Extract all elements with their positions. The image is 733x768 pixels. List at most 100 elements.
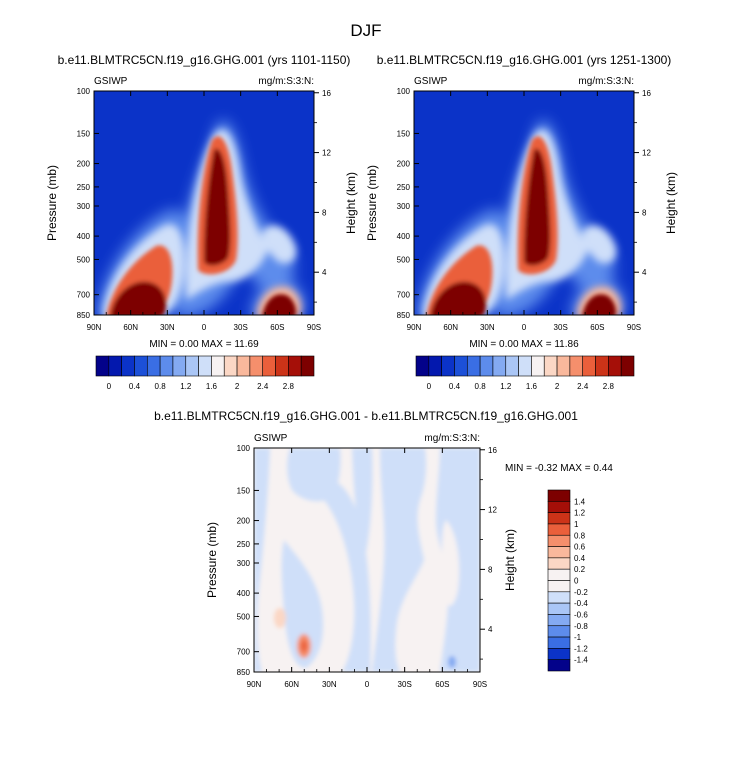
- panel-3-title: b.e11.BLMTRC5CN.f19_g16.GHG.001 - b.e11.…: [154, 409, 578, 423]
- y-tick-label: 250: [237, 540, 251, 549]
- panel-2-left-string: GSIWP: [414, 76, 448, 87]
- panel-1-left-string: GSIWP: [94, 76, 128, 87]
- y2-tick-label: 4: [642, 268, 647, 277]
- colorbar-swatch: [531, 355, 545, 377]
- y-tick-label: 150: [397, 129, 411, 138]
- colorbar-swatch: [121, 355, 135, 377]
- colorbar-label: 0: [574, 577, 579, 586]
- panel-2: b.e11.BLMTRC5CN.f19_g16.GHG.001 (yrs 125…: [365, 53, 678, 391]
- colorbar-swatch: [441, 355, 455, 377]
- colorbar-label: 2.4: [577, 382, 589, 391]
- colorbar-swatch: [556, 355, 571, 377]
- colorbar-swatch: [608, 355, 622, 377]
- colorbar-swatch: [146, 355, 161, 377]
- colorbar-label: 0.8: [155, 382, 167, 391]
- x-tick-label: 30S: [234, 323, 248, 332]
- colorbar-swatch: [547, 534, 571, 547]
- y-tick-label: 500: [237, 612, 251, 621]
- colorbar-label: 1.2: [180, 382, 192, 391]
- colorbar-label: 0.6: [574, 543, 586, 552]
- x-tick-label: 30N: [322, 680, 337, 689]
- x-tick-label: 30N: [160, 323, 175, 332]
- y-tick-label: 400: [77, 232, 91, 241]
- x-tick-label: 90S: [473, 680, 487, 689]
- x-tick-label: 30S: [554, 323, 568, 332]
- colorbar-swatch: [288, 355, 302, 377]
- y-tick-label: 700: [237, 648, 251, 657]
- y-tick-label: 200: [237, 517, 251, 526]
- colorbar-swatch: [547, 489, 571, 502]
- colorbar-swatch: [466, 355, 481, 377]
- x-tick-label: 60S: [270, 323, 284, 332]
- colorbar-label: -0.6: [574, 610, 588, 619]
- colorbar-label: -1.2: [574, 644, 588, 653]
- colorbar-label: -0.8: [574, 622, 588, 631]
- y2-tick-label: 16: [642, 89, 651, 98]
- y2-tick-label: 12: [642, 149, 651, 158]
- x-tick-label: 90N: [87, 323, 102, 332]
- colorbar-swatch: [223, 355, 238, 377]
- y-tick-label: 300: [77, 202, 91, 211]
- colorbar-label: 0.2: [574, 565, 586, 574]
- colorbar-swatch: [547, 523, 571, 536]
- panel-3-colorbar: 1.4 1.2 1 0.8 0.6 0.4 0.2 0 -0.2 -0.4 -0.6 -0.8 -1 -1…: [547, 489, 588, 672]
- colorbar-label: 0.8: [475, 382, 487, 391]
- colorbar-swatch: [582, 355, 596, 377]
- x-tick-label: 0: [365, 680, 370, 689]
- colorbar-swatch: [159, 355, 174, 377]
- colorbar-label: 2: [235, 382, 240, 391]
- y-tick-label: 400: [237, 589, 251, 598]
- colorbar-swatch: [595, 355, 609, 377]
- x-tick-label: 30N: [480, 323, 495, 332]
- panel-2-field: [414, 91, 634, 315]
- colorbar-swatch: [547, 501, 571, 513]
- panel-1-y2label: Height (km): [344, 172, 358, 234]
- x-tick-label: 60S: [590, 323, 604, 332]
- y2-tick-label: 12: [488, 506, 497, 515]
- colorbar-swatch: [428, 355, 442, 377]
- colorbar-swatch: [547, 512, 571, 525]
- y-tick-label: 850: [397, 311, 411, 320]
- colorbar-swatch: [454, 355, 468, 377]
- panel-2-stats: MIN = 0.00 MAX = 11.86: [469, 339, 579, 350]
- main-title: DJF: [350, 21, 381, 40]
- y-tick-label: 850: [237, 668, 251, 677]
- panel-1-axes: 90N 60N 30N 0 30S 60S 90S 100 150 200 250 300 400 500…: [77, 87, 332, 332]
- colorbar-swatch: [547, 580, 571, 593]
- y-tick-label: 300: [237, 559, 251, 568]
- colorbar-swatch: [134, 355, 148, 377]
- colorbar-label: 0.4: [574, 554, 586, 563]
- y-tick-label: 700: [397, 291, 411, 300]
- panel-3-axes: 90N 60N 30N 0 30S 60S 90S 100 150 200 250 300 400 500…: [237, 444, 498, 689]
- colorbar-label: 0.4: [449, 382, 461, 391]
- colorbar-swatch: [108, 355, 122, 377]
- y-tick-label: 250: [77, 183, 91, 192]
- colorbar-swatch: [547, 636, 571, 649]
- panel-1: b.e11.BLMTRC5CN.f19_g16.GHG.001 (yrs 110…: [45, 53, 358, 391]
- colorbar-swatch: [620, 355, 635, 377]
- x-tick-label: 60N: [443, 323, 458, 332]
- colorbar-swatch: [547, 591, 571, 604]
- panel-3-right-string: mg/m:S:3:N:: [424, 433, 480, 444]
- colorbar-label: 0: [107, 382, 112, 391]
- colorbar-swatch: [249, 355, 264, 377]
- y2-tick-label: 4: [488, 625, 493, 634]
- y-tick-label: 100: [77, 87, 91, 96]
- colorbar-swatch: [236, 355, 251, 377]
- colorbar-label: 1: [574, 520, 579, 529]
- colorbar-label: 1.4: [574, 497, 586, 506]
- x-tick-label: 90S: [307, 323, 321, 332]
- y2-tick-label: 12: [322, 149, 331, 158]
- panel-2-y2label: Height (km): [664, 172, 678, 234]
- x-tick-label: 0: [202, 323, 207, 332]
- colorbar-label: 0: [427, 382, 432, 391]
- panel-2-title: b.e11.BLMTRC5CN.f19_g16.GHG.001 (yrs 125…: [377, 53, 672, 67]
- y2-tick-label: 8: [322, 208, 327, 217]
- y2-tick-label: 4: [322, 268, 327, 277]
- x-tick-label: 60N: [284, 680, 299, 689]
- panel-3-ylabel: Pressure (mb): [205, 522, 219, 598]
- colorbar-label: -0.4: [574, 599, 588, 608]
- y-tick-label: 700: [77, 291, 91, 300]
- colorbar-label: 2.8: [603, 382, 615, 391]
